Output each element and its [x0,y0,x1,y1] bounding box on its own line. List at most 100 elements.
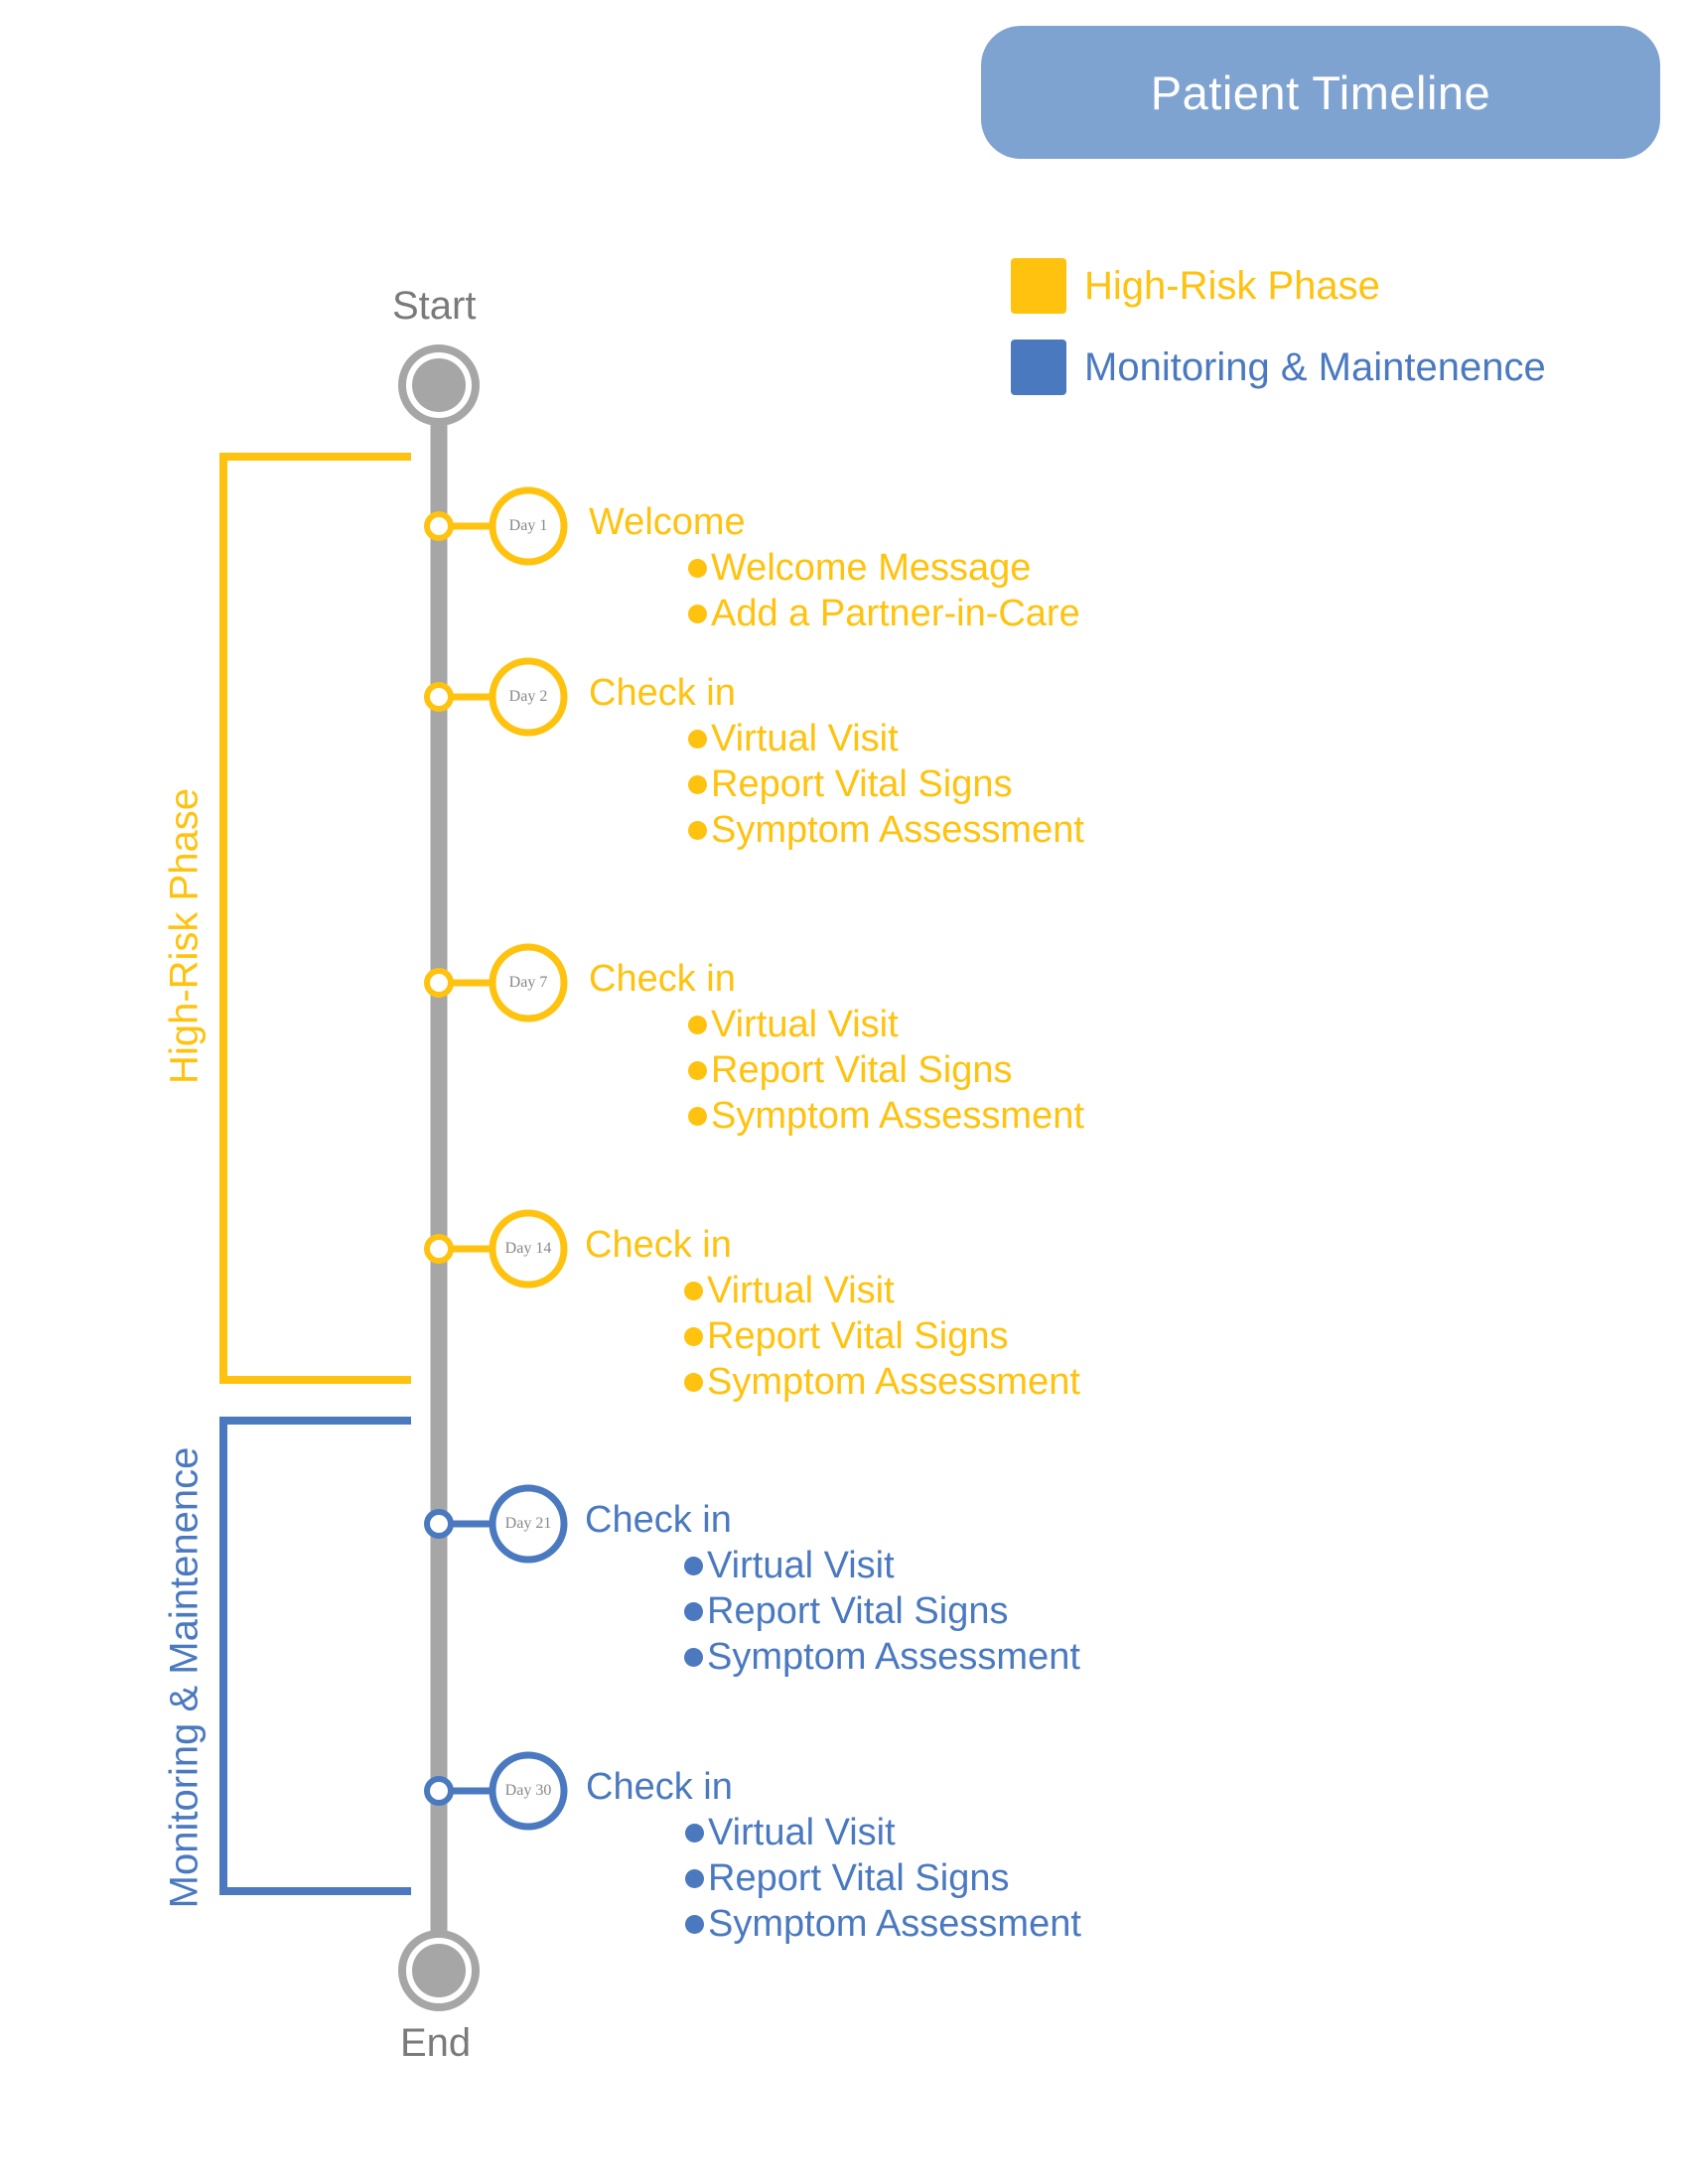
list-item-label: Symptom Assessment [711,1095,1084,1137]
list-item: Add a Partner-in-Care [688,591,1080,636]
bullet-icon [688,729,707,749]
bullet-icon [684,1372,703,1392]
list-item: Symptom Assessment [685,1901,1081,1947]
day-label: Day 2 [508,688,548,705]
bullet-icon [685,1914,704,1934]
event-title: Check in [585,1224,732,1266]
event-item-list: Virtual Visit Report Vital Signs Symptom A… [688,716,1084,853]
event-item-list: Virtual Visit Report Vital Signs Symptom A… [684,1268,1080,1405]
list-item: Symptom Assessment [684,1359,1080,1405]
list-item: Virtual Visit [688,716,1084,761]
start-label: Start [392,284,477,328]
list-item-label: Symptom Assessment [707,1636,1080,1678]
legend-label: High-Risk Phase [1084,263,1380,308]
list-item-label: Symptom Assessment [711,809,1084,851]
bullet-icon [684,1647,703,1667]
legend-item-high_risk: High-Risk Phase [1011,258,1380,314]
axis-marker [424,682,454,712]
timeline-event: Check in Virtual Visit Report Vital Signs S… [585,1222,1080,1403]
list-item-label: Report Vital Signs [707,1315,1009,1357]
legend-swatch [1011,258,1066,314]
list-item-label: Virtual Visit [708,1812,896,1853]
event-title: Check in [589,958,736,1000]
list-item: Virtual Visit [688,1002,1084,1047]
list-item-label: Report Vital Signs [711,763,1013,805]
event-item-list: Welcome Message Add a Partner-in-Care [688,545,1080,636]
list-item-label: Welcome Message [711,547,1032,589]
axis-marker [424,968,454,998]
end-node-center [412,1944,466,1997]
list-item: Virtual Visit [684,1268,1080,1313]
day-node [489,1751,568,1831]
start-node-center [412,358,466,412]
list-item: Welcome Message [688,545,1080,591]
day-node [489,657,568,737]
bullet-icon [685,1868,704,1888]
event-title: Check in [589,672,736,714]
bullet-icon [688,1106,707,1126]
day-label: Day 14 [504,1240,552,1257]
day-node [489,1209,568,1289]
list-item-label: Symptom Assessment [707,1361,1080,1403]
phase-bracket-monitoring [219,1417,411,1895]
bullet-icon [688,774,707,794]
bullet-icon [684,1556,703,1575]
bullet-icon [688,1015,707,1034]
bullet-icon [685,1823,704,1843]
timeline-event: Check in Virtual Visit Report Vital Signs S… [589,956,1084,1137]
timeline-event: Welcome Welcome Message Add a Partner-in-C… [589,499,1080,634]
day-label: Day 21 [504,1515,552,1532]
list-item: Report Vital Signs [688,1047,1084,1093]
axis-marker [424,1509,454,1539]
timeline-event: Check in Virtual Visit Report Vital Signs S… [589,670,1084,851]
list-item-label: Add a Partner-in-Care [711,593,1080,634]
phase-bracket-high_risk [219,453,411,1384]
bullet-icon [684,1326,703,1346]
list-item: Symptom Assessment [684,1634,1080,1680]
axis-marker [424,1776,454,1806]
list-item-label: Symptom Assessment [708,1903,1081,1945]
bullet-icon [684,1281,703,1300]
timeline-event: Check in Virtual Visit Report Vital Signs S… [585,1497,1080,1678]
event-item-list: Virtual Visit Report Vital Signs Symptom A… [684,1543,1080,1680]
list-item: Report Vital Signs [684,1313,1080,1359]
bullet-icon [688,604,707,623]
list-item-label: Report Vital Signs [711,1049,1013,1091]
day-label: Day 7 [508,974,548,991]
event-title: Welcome [589,501,746,543]
list-item: Report Vital Signs [684,1588,1080,1634]
bullet-icon [688,820,707,840]
list-item-label: Virtual Visit [711,1004,899,1045]
legend-item-monitoring: Monitoring & Maintenence [1011,340,1546,395]
list-item-label: Virtual Visit [707,1270,895,1311]
list-item: Symptom Assessment [688,807,1084,853]
event-title: Check in [585,1499,732,1541]
event-item-list: Virtual Visit Report Vital Signs Symptom A… [685,1810,1081,1947]
list-item-label: Report Vital Signs [708,1857,1010,1899]
day-node [489,1484,568,1564]
bullet-icon [688,558,707,578]
phase-label-monitoring: Monitoring & Maintenence [162,1446,207,1909]
phase-label-high_risk: High-Risk Phase [162,788,207,1084]
legend-swatch [1011,340,1066,395]
list-item-label: Report Vital Signs [707,1590,1009,1632]
timeline-event: Check in Virtual Visit Report Vital Signs S… [586,1764,1081,1945]
event-title: Check in [586,1766,733,1808]
day-label: Day 30 [504,1782,552,1799]
list-item: Report Vital Signs [685,1855,1081,1901]
list-item-label: Virtual Visit [711,718,899,759]
list-item: Report Vital Signs [688,761,1084,807]
list-item-label: Virtual Visit [707,1545,895,1586]
page-title: Patient Timeline [1150,66,1491,119]
event-item-list: Virtual Visit Report Vital Signs Symptom A… [688,1002,1084,1139]
list-item: Symptom Assessment [688,1093,1084,1139]
day-label: Day 1 [508,517,548,534]
day-node [489,943,568,1023]
list-item: Virtual Visit [685,1810,1081,1855]
bullet-icon [684,1601,703,1621]
day-node [489,486,568,566]
title-box: Patient Timeline [981,26,1660,159]
axis-marker [424,511,454,541]
end-label: End [400,2021,472,2065]
